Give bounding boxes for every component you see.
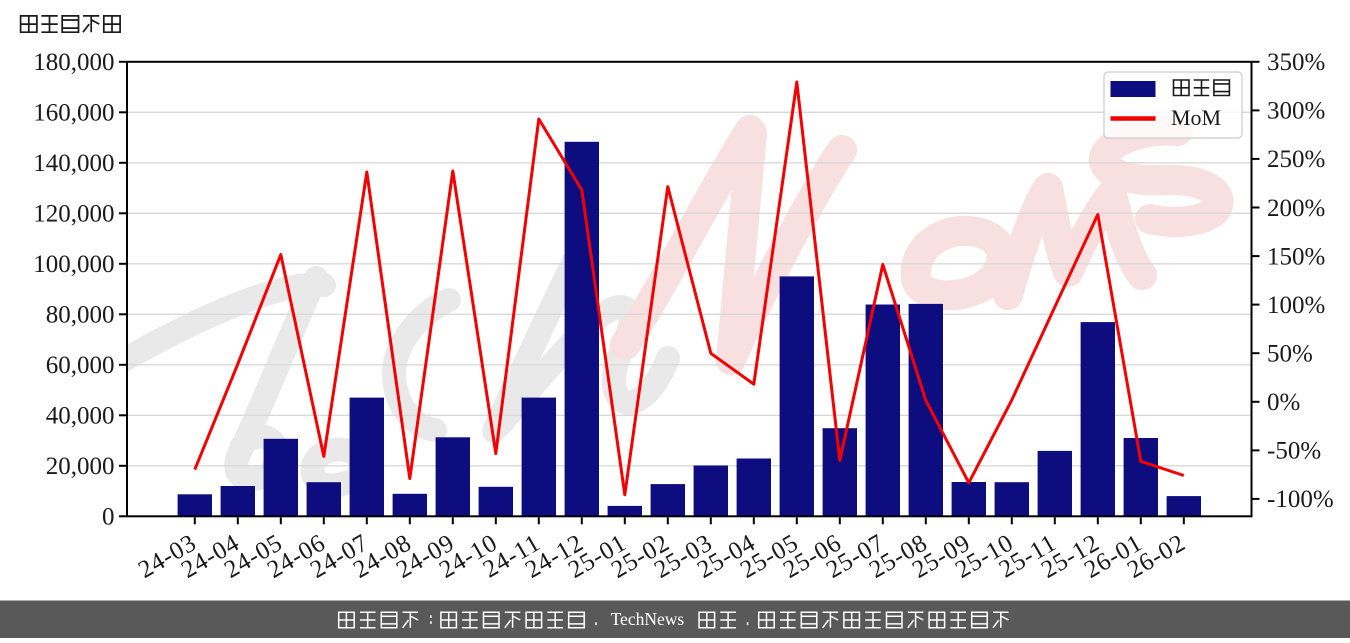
svg-text:0%: 0% — [1267, 389, 1300, 416]
svg-text:20,000: 20,000 — [46, 453, 115, 480]
svg-text:120,000: 120,000 — [33, 201, 114, 228]
svg-text:160,000: 160,000 — [33, 100, 114, 127]
svg-text:40,000: 40,000 — [46, 403, 115, 430]
svg-text:MoM: MoM — [1171, 105, 1221, 130]
svg-text:350%: 350% — [1267, 49, 1325, 76]
svg-text:60,000: 60,000 — [46, 352, 115, 379]
svg-text:250%: 250% — [1267, 146, 1325, 173]
svg-text:100%: 100% — [1267, 292, 1325, 319]
svg-text:180,000: 180,000 — [33, 49, 114, 76]
svg-text:TechNews: TechNews — [611, 609, 685, 629]
svg-text:0: 0 — [102, 504, 115, 531]
svg-text:300%: 300% — [1267, 98, 1325, 125]
svg-text:50%: 50% — [1267, 341, 1313, 368]
svg-text:80,000: 80,000 — [46, 302, 115, 329]
svg-text:-50%: -50% — [1267, 438, 1321, 465]
svg-text:100,000: 100,000 — [33, 251, 114, 278]
svg-text:150%: 150% — [1267, 243, 1325, 270]
svg-text:-100%: -100% — [1267, 486, 1334, 513]
svg-text:140,000: 140,000 — [33, 150, 114, 177]
svg-text:200%: 200% — [1267, 195, 1325, 222]
